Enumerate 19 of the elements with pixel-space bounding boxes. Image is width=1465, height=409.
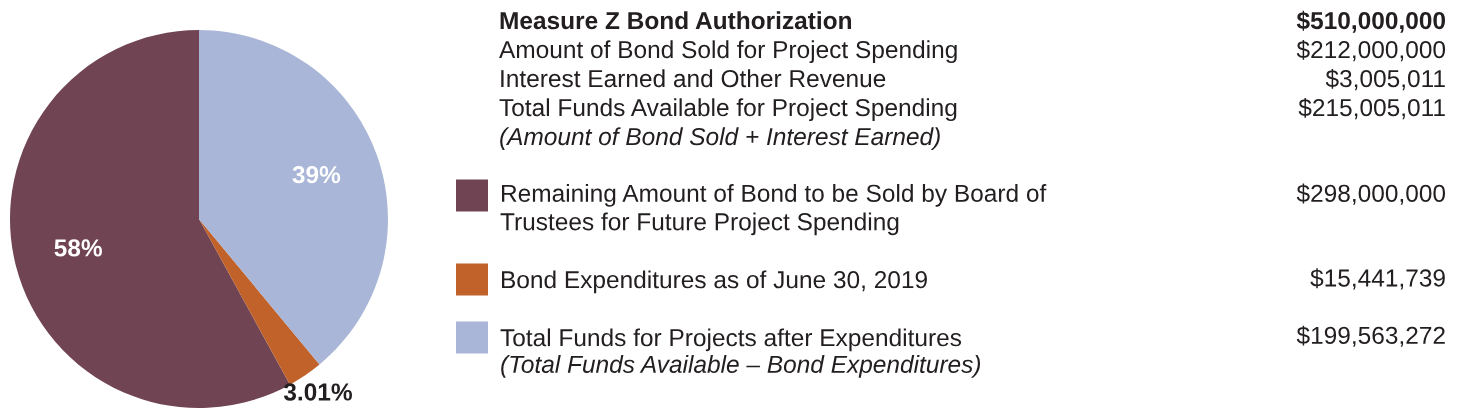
text: Measure Z Bond Authorization — [500, 11, 852, 30]
text: (Total Funds Available – Bond Expenditures) — [501, 355, 981, 378]
text: $212,000,000 — [1296, 39, 1446, 62]
text: $199,563,272 — [1296, 325, 1445, 347]
text: Total Funds Available for Project Spending — [499, 98, 957, 122]
text: $3,005,011 — [1325, 68, 1445, 91]
text: $298,000,000 — [1296, 183, 1446, 205]
text: Amount of Bond Sold for Project Spending — [499, 40, 957, 64]
legend-label: Remaining Amount of Bond to be Sold by Board of Trustees for Future Project Spending — [500, 184, 1047, 236]
text: $15,441,739 — [1310, 268, 1445, 290]
data-label: 3.01% — [283, 383, 352, 401]
text: (Amount of Bond Sold + Interest Earned) — [500, 127, 940, 151]
data-label: 58% — [54, 239, 102, 257]
text: $215,005,011 — [1298, 97, 1445, 120]
text: $510,000,000 — [1296, 10, 1446, 33]
legend-label: Total Funds for Projects after Expenditures — [500, 328, 962, 352]
legend-label: Bond Expenditures as of June 30, 2019 — [502, 270, 927, 294]
data-label: 39% — [292, 165, 341, 184]
text: Interest Earned and Other Revenue — [501, 69, 886, 88]
